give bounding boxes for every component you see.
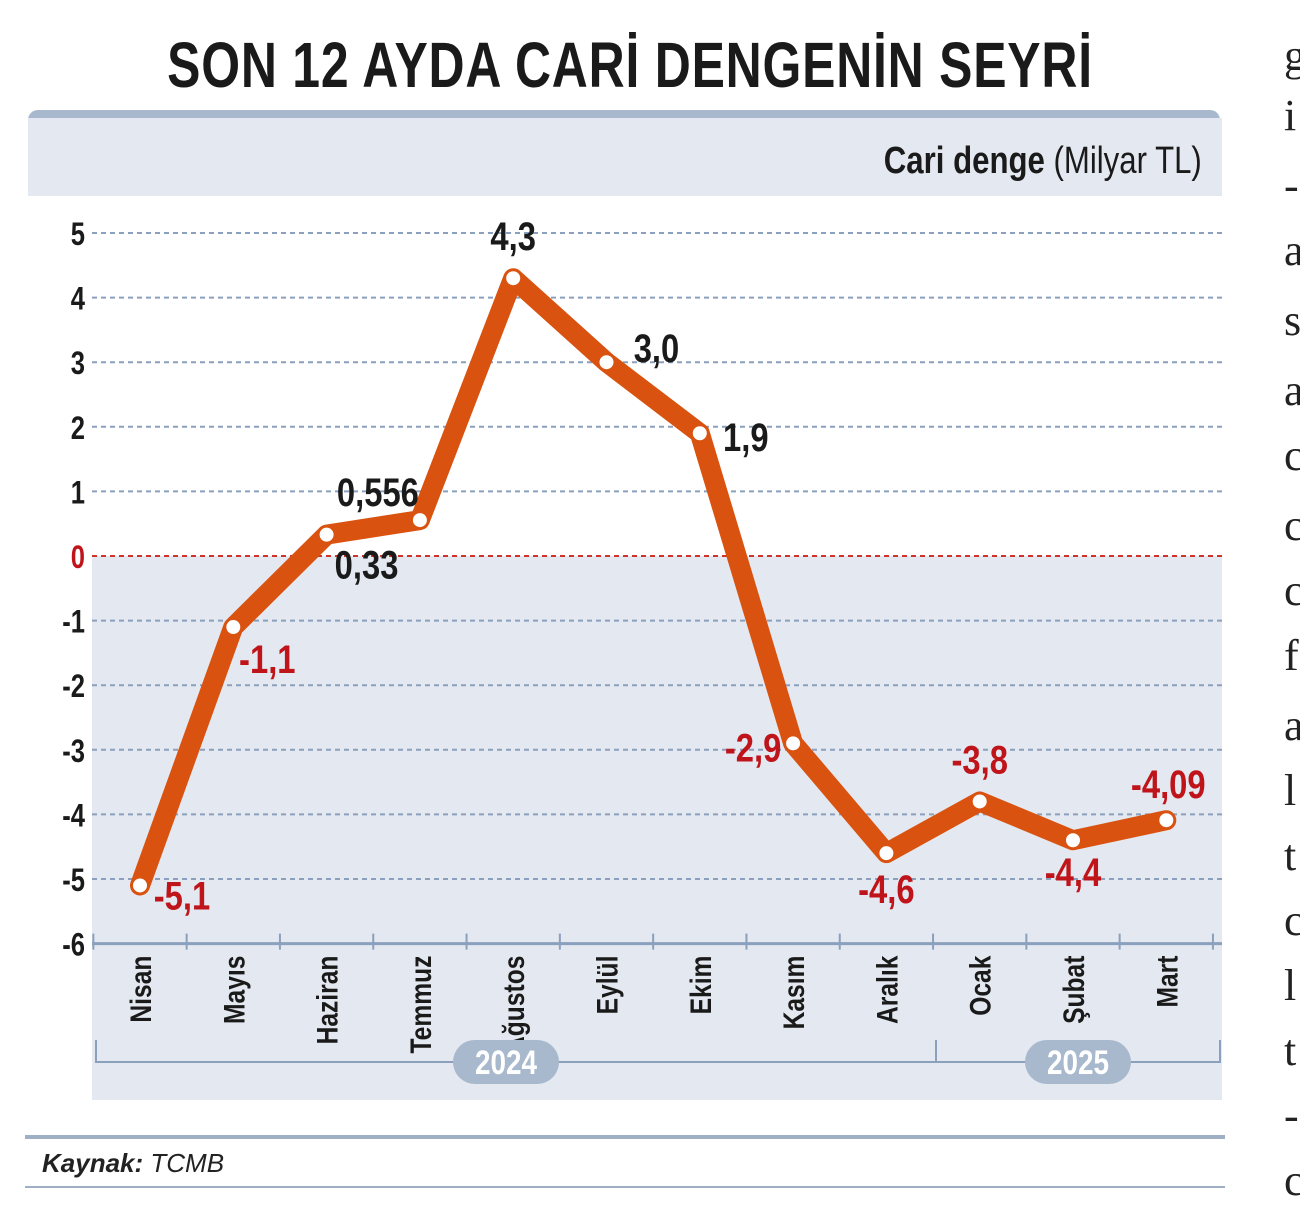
article-char: g xyxy=(1284,31,1300,80)
data-label: -3,8 xyxy=(951,737,1008,782)
y-tick-label: -2 xyxy=(62,670,85,705)
y-tick-label: -4 xyxy=(62,799,85,834)
year-label: 2024 xyxy=(475,1043,538,1081)
data-label: -4,6 xyxy=(858,867,915,912)
bottom-rule xyxy=(25,1135,1225,1139)
data-point xyxy=(317,525,336,544)
x-tick-label: Mayıs xyxy=(217,956,251,1024)
y-tick-label: -1 xyxy=(62,605,85,640)
article-char: f xyxy=(1284,631,1299,680)
data-label: 0,33 xyxy=(335,543,399,588)
chart-title: SON 12 AYDA CARİ DENGENİN SEYRİ xyxy=(167,29,1093,101)
data-label: -4,09 xyxy=(1131,762,1206,807)
article-char: t xyxy=(1284,831,1297,880)
article-char: c xyxy=(1284,501,1300,550)
source-note: Kaynak: TCMB xyxy=(42,1148,224,1179)
data-label: -4,4 xyxy=(1045,850,1102,895)
article-char: - xyxy=(1284,1091,1299,1140)
data-point xyxy=(597,353,616,372)
article-char: a xyxy=(1284,701,1300,750)
x-tick-label: Mart xyxy=(1150,956,1184,1008)
x-tick-label: Temmuz xyxy=(404,956,438,1054)
article-char: s xyxy=(1284,296,1300,345)
y-tick-label: 2 xyxy=(71,411,85,446)
y-tick-label: 3 xyxy=(71,347,85,382)
y-tick-label: 4 xyxy=(71,282,85,317)
data-point xyxy=(690,424,709,443)
y-tick-label: -5 xyxy=(62,863,85,898)
year-label: 2025 xyxy=(1047,1043,1109,1081)
y-tick-label: 0 xyxy=(71,540,85,575)
data-point xyxy=(131,876,149,895)
article-char: c xyxy=(1284,431,1300,480)
subtitle-bold: Cari denge xyxy=(883,140,1046,182)
article-char: c xyxy=(1284,1156,1300,1205)
data-point xyxy=(504,269,523,288)
article-char: t xyxy=(1284,1026,1297,1075)
chart-subtitle: Cari denge (Milyar TL) xyxy=(884,140,1202,183)
source-rule xyxy=(25,1186,1225,1188)
data-label: -1,1 xyxy=(239,637,296,682)
data-label: -2,9 xyxy=(725,725,782,770)
series-line xyxy=(130,268,1177,896)
year-group-2025: 2025 xyxy=(935,1040,1221,1084)
data-label: 0,556 xyxy=(337,470,419,515)
article-char: l xyxy=(1284,961,1297,1010)
x-tick-label: Ocak xyxy=(963,955,997,1016)
x-tick-label: Nisan xyxy=(124,956,158,1023)
data-point xyxy=(224,618,243,637)
x-tick-label: Ekim xyxy=(683,956,717,1015)
source-label: Kaynak: xyxy=(42,1148,144,1178)
article-char: a xyxy=(1284,366,1300,415)
source-value: TCMB xyxy=(150,1148,225,1178)
year-pill xyxy=(453,1040,559,1084)
x-tick-label: Haziran xyxy=(310,956,344,1045)
y-tick-label: 1 xyxy=(71,476,85,511)
data-point xyxy=(970,792,989,811)
article-char: c xyxy=(1284,566,1300,615)
x-tick-label: Eylül xyxy=(590,956,624,1015)
x-tick-label: Kasım xyxy=(777,956,811,1030)
y-tick-label: -6 xyxy=(62,928,85,963)
x-tick-label: Şubat xyxy=(1057,956,1091,1024)
data-label: -5,1 xyxy=(154,873,211,918)
x-tick-label: Aralık xyxy=(870,955,904,1024)
y-tick-label: -3 xyxy=(62,734,85,769)
data-point xyxy=(1157,811,1176,830)
article-char: c xyxy=(1284,896,1300,945)
article-char: a xyxy=(1284,226,1300,275)
data-label: 3,0 xyxy=(634,326,680,371)
article-char: i xyxy=(1284,91,1297,140)
subtitle-panel: Cari denge (Milyar TL) xyxy=(28,118,1222,196)
data-point xyxy=(877,844,896,863)
article-char: l xyxy=(1284,766,1297,815)
subtitle-unit: (Milyar TL) xyxy=(1053,140,1202,182)
year-pill xyxy=(1025,1040,1131,1084)
article-char: - xyxy=(1284,161,1299,210)
data-label: 4,3 xyxy=(490,214,536,259)
data-point xyxy=(784,734,803,753)
data-point xyxy=(1064,831,1082,850)
x-tick-label: Ağustos xyxy=(497,956,531,1054)
data-label: 1,9 xyxy=(723,415,769,460)
y-tick-label: 5 xyxy=(71,217,85,252)
data-point xyxy=(410,511,429,530)
